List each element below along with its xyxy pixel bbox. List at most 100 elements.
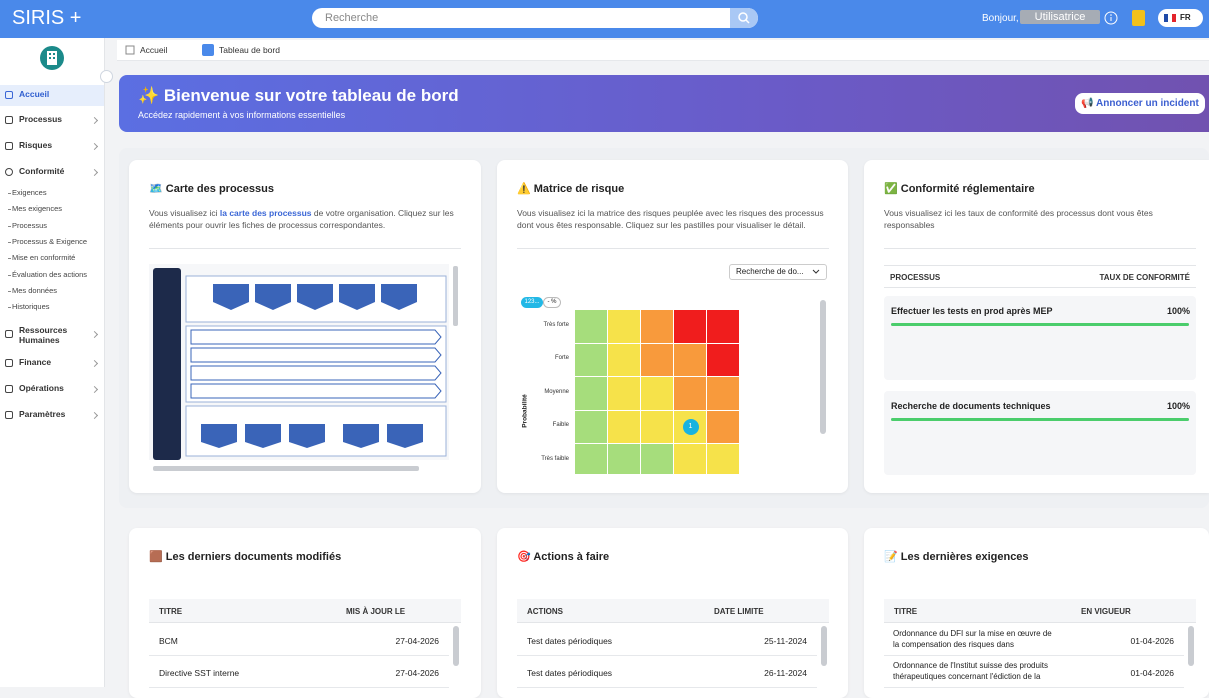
process-map[interactable]: [149, 264, 461, 474]
menu-item[interactable]: Opérations: [19, 383, 64, 393]
submenu-dash: [8, 225, 11, 227]
table-row[interactable]: Test dates périodiques 25-11-2024: [517, 624, 817, 656]
card-description: Vous visualisez ici les taux de conformi…: [884, 208, 1153, 230]
home-icon: [125, 45, 135, 55]
matrix-cell[interactable]: [608, 343, 640, 376]
matrix-cell[interactable]: [575, 310, 607, 343]
compliance-row[interactable]: Recherche de documents techniques 100%: [884, 391, 1196, 475]
compliance-row[interactable]: Effectuer les tests en prod après MEP 100…: [884, 296, 1196, 380]
flag: [1164, 14, 1176, 22]
chevron: [90, 116, 99, 125]
cell-date: 27-04-2026: [395, 668, 439, 678]
table-header: ACTIONS DATE LIMITE: [517, 599, 829, 623]
dashboard-icon: [202, 44, 214, 56]
matrix-cell[interactable]: [707, 444, 739, 474]
percent-pill[interactable]: - %: [543, 297, 561, 308]
search-button[interactable]: [730, 8, 758, 28]
matrix-cell[interactable]: [674, 343, 706, 376]
risk-badge[interactable]: 1: [682, 419, 699, 436]
matrix-cell[interactable]: [575, 444, 607, 474]
matrix-cell[interactable]: [608, 410, 640, 443]
search-icon: [738, 12, 750, 24]
breadcrumb-item[interactable]: Accueil: [140, 45, 168, 55]
greeting: Bonjour,: [982, 13, 1019, 24]
rate-label: 100%: [1166, 306, 1190, 316]
chevron: [812, 269, 820, 274]
language-button[interactable]: FR: [1158, 9, 1203, 27]
matrix-cell[interactable]: [674, 444, 706, 474]
matrix-cell[interactable]: [641, 377, 673, 410]
process-map-card: 🗺️ Carte des processus Vous visualisez i…: [129, 160, 481, 493]
submenu-dash: [8, 209, 11, 211]
table-row[interactable]: Ordonnance de l'Institut suisse des prod…: [884, 656, 1184, 688]
table-row[interactable]: Ordonnance du DFI sur la mise en œuvre d…: [884, 624, 1184, 656]
submenu-item[interactable]: Historiques: [12, 302, 50, 312]
chevron: [90, 142, 99, 151]
language: FR: [1180, 13, 1191, 22]
actions-card: 🎯 Actions à faire ACTIONS DATE LIMITE Test …: [497, 528, 848, 698]
progress-bar: [891, 418, 1189, 421]
menu-item[interactable]: Paramètres: [19, 409, 66, 419]
separator: [884, 248, 1196, 249]
submenu-dash: [8, 241, 11, 243]
scrollbar: [1188, 626, 1194, 666]
link[interactable]: la carte des processus: [219, 208, 312, 218]
menu-icon: [5, 411, 13, 419]
notification-icon[interactable]: [1132, 10, 1145, 26]
count-pill[interactable]: 123...: [521, 297, 543, 308]
search-box[interactable]: Recherche: [312, 8, 758, 28]
scrollbar: [820, 300, 826, 434]
matrix-cell[interactable]: [608, 377, 640, 410]
table-row[interactable]: Test dates périodiques 26-11-2024: [517, 656, 817, 688]
column-header: DATE LIMITE: [714, 607, 764, 616]
matrix-cell[interactable]: [707, 343, 739, 376]
matrix-cell[interactable]: [641, 410, 673, 443]
menu-item[interactable]: Ressources Humaines: [19, 325, 68, 345]
cell-date: 27-04-2026: [395, 636, 439, 646]
matrix-cell[interactable]: [575, 410, 607, 443]
info-icon[interactable]: [1104, 11, 1118, 25]
submenu-item[interactable]: Évaluation des actions: [12, 269, 88, 279]
matrix-cell[interactable]: [674, 310, 706, 343]
menu-item[interactable]: Finance: [19, 357, 52, 367]
logo[interactable]: SIRIS +: [12, 7, 82, 29]
submenu-item[interactable]: Mes données: [12, 285, 58, 295]
menu-item[interactable]: Conformité: [19, 166, 65, 176]
menu-item[interactable]: Risques: [19, 140, 53, 150]
matrix-cell[interactable]: [608, 310, 640, 343]
matrix-cell[interactable]: [608, 444, 640, 474]
user-name[interactable]: Utilisatrice: [1020, 10, 1100, 24]
matrix-cell[interactable]: [641, 343, 673, 376]
menu-icon: [5, 91, 13, 99]
table-row[interactable]: BCM 27-04-2026: [149, 624, 449, 656]
matrix-cell[interactable]: [641, 310, 673, 343]
matrix-cell[interactable]: 1: [674, 410, 706, 443]
document-dropdown[interactable]: Recherche de do...: [729, 264, 827, 280]
process-name: Recherche de documents techniques: [891, 401, 1051, 411]
submenu-item[interactable]: Mise en conformité: [12, 253, 76, 263]
menu-icon: [5, 385, 13, 393]
submenu-item[interactable]: Mes exigences: [12, 204, 63, 214]
dropdown-text: Recherche de do...: [736, 267, 804, 276]
table-header: TITRE MIS À JOUR LE: [149, 599, 461, 623]
menu-item[interactable]: Processus: [19, 114, 62, 124]
matrix-cell[interactable]: [707, 410, 739, 443]
collapse-button[interactable]: [100, 70, 113, 83]
table-row[interactable]: Directive SST interne 27-04-2026: [149, 656, 449, 688]
menu-icon: [5, 359, 13, 367]
submenu-item[interactable]: Exigences: [12, 188, 47, 197]
matrix-cell[interactable]: [674, 377, 706, 410]
matrix-cell[interactable]: [575, 343, 607, 376]
org-logo: [40, 46, 64, 70]
sidebar: Accueil Processus Risques Conformité Exigenc…: [0, 38, 113, 687]
matrix-cell[interactable]: [707, 377, 739, 410]
matrix-cell[interactable]: [641, 444, 673, 474]
submenu-item[interactable]: Processus & Exigence: [12, 236, 88, 246]
requirements-card: 📝 Les dernières exigences TITRE EN VIGUEUR…: [864, 528, 1209, 698]
chevron: [90, 385, 99, 394]
incident-button[interactable]: 📢 Annoncer un incident: [1075, 93, 1205, 114]
matrix-cell[interactable]: [707, 310, 739, 343]
submenu-item[interactable]: Processus: [12, 220, 48, 230]
matrix-cell[interactable]: [575, 377, 607, 410]
menu-item[interactable]: Accueil: [19, 89, 50, 99]
